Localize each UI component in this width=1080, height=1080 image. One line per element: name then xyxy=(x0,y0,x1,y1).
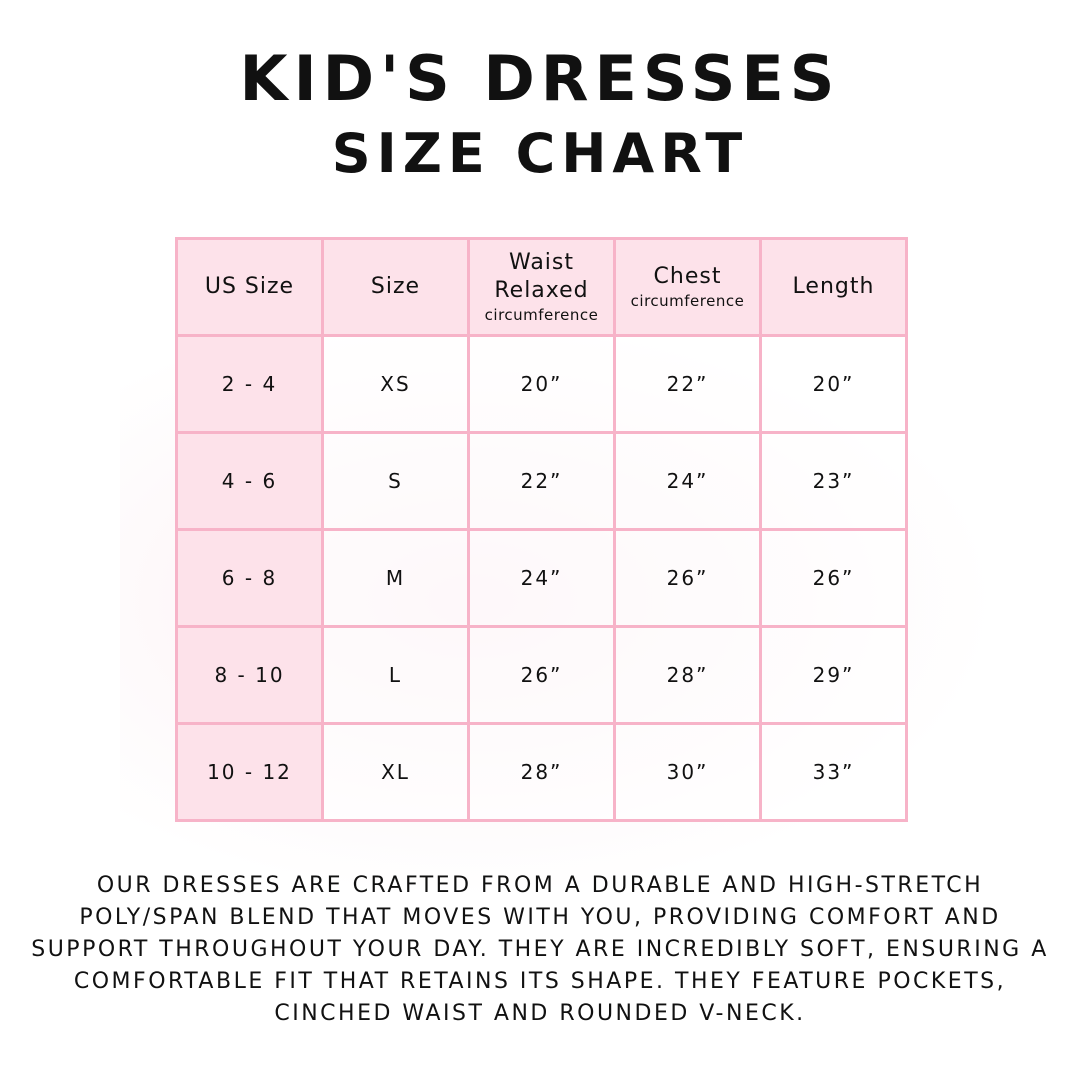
table-cell: 20” xyxy=(467,334,616,434)
table-cell: 24” xyxy=(613,431,762,531)
table-cell: XS xyxy=(321,334,470,434)
table-cell: 22” xyxy=(467,431,616,531)
header-sublabel: circumference xyxy=(484,305,599,324)
header-label: Size xyxy=(370,273,421,299)
table-cell: XL xyxy=(321,722,470,822)
header-us-size: US Size xyxy=(175,237,324,337)
page-title: Kid's Dresses xyxy=(239,42,841,115)
header-chest: Chest circumference xyxy=(613,237,762,337)
page-subtitle: Size Chart xyxy=(331,122,749,185)
header-length: Length xyxy=(759,237,908,337)
table-cell: 22” xyxy=(613,334,762,434)
table-cell: 30” xyxy=(613,722,762,822)
header-label: US Size xyxy=(204,273,295,299)
table-row: 10 - 12 XL 28” 30” 33” xyxy=(175,722,908,822)
table-cell: 28” xyxy=(613,625,762,725)
table-cell: 33” xyxy=(759,722,908,822)
table-cell: 26” xyxy=(467,625,616,725)
table-cell: 20” xyxy=(759,334,908,434)
table-cell: 10 - 12 xyxy=(175,722,324,822)
table-cell: S xyxy=(321,431,470,531)
table-row: 4 - 6 S 22” 24” 23” xyxy=(175,431,908,531)
header-waist: Waist Relaxed circumference xyxy=(467,237,616,337)
table-cell: 2 - 4 xyxy=(175,334,324,434)
table-row: 6 - 8 M 24” 26” 26” xyxy=(175,528,908,628)
header-size: Size xyxy=(321,237,470,337)
table-cell: 6 - 8 xyxy=(175,528,324,628)
header-sublabel: circumference xyxy=(630,291,745,310)
table-row: 2 - 4 XS 20” 22” 20” xyxy=(175,334,908,434)
table-cell: 26” xyxy=(759,528,908,628)
table-cell: 4 - 6 xyxy=(175,431,324,531)
table-cell: 26” xyxy=(613,528,762,628)
table-cell: 23” xyxy=(759,431,908,531)
header-label: Waist Relaxed xyxy=(494,249,589,304)
size-chart-table: US Size Size Waist Relaxed circumference … xyxy=(175,237,908,822)
table-cell: 8 - 10 xyxy=(175,625,324,725)
table-header-row: US Size Size Waist Relaxed circumference … xyxy=(175,237,908,337)
table-row: 8 - 10 L 26” 28” 29” xyxy=(175,625,908,725)
header-label: Length xyxy=(792,273,875,299)
header-label: Chest xyxy=(653,263,722,289)
description-text: Our dresses are crafted from a durable a… xyxy=(31,873,1049,1026)
table-cell: M xyxy=(321,528,470,628)
table-cell: 29” xyxy=(759,625,908,725)
table-cell: 28” xyxy=(467,722,616,822)
table-cell: 24” xyxy=(467,528,616,628)
table-cell: L xyxy=(321,625,470,725)
